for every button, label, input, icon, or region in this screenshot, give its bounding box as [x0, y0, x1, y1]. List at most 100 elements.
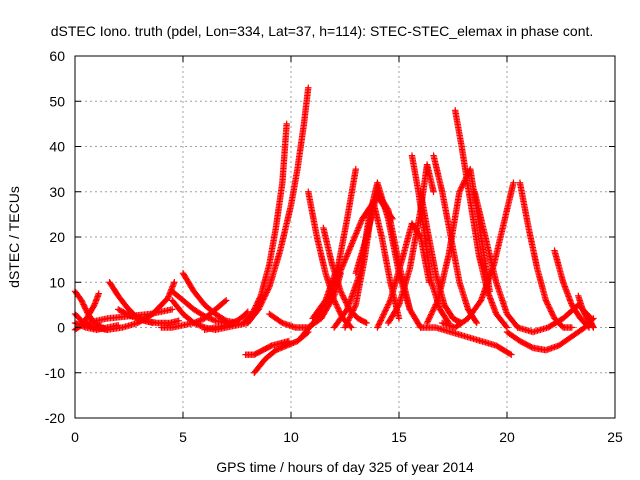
- series-37: [503, 315, 597, 354]
- data-point-marker: [357, 218, 365, 225]
- data-point-marker: [386, 298, 393, 305]
- series-layer: [71, 84, 597, 376]
- data-point-marker: [385, 300, 393, 307]
- grid: [75, 56, 615, 418]
- data-point-marker: [357, 220, 364, 227]
- data-point-marker: [379, 312, 387, 320]
- data-point-marker: [395, 302, 402, 310]
- data-point-marker: [590, 324, 597, 331]
- data-point-marker: [354, 225, 362, 233]
- data-point-marker: [328, 289, 335, 296]
- data-point-marker: [331, 280, 339, 288]
- data-point-marker: [352, 231, 359, 239]
- data-point-marker: [221, 298, 229, 305]
- data-point-marker: [345, 247, 353, 254]
- x-tick-label: 15: [391, 429, 407, 445]
- data-point-marker: [384, 205, 391, 212]
- data-point-marker: [335, 272, 342, 279]
- data-point-marker: [458, 184, 465, 191]
- data-point-marker: [347, 311, 355, 318]
- data-point-marker: [351, 303, 359, 310]
- data-point-marker: [338, 289, 345, 296]
- data-point-marker: [347, 243, 354, 250]
- data-point-marker: [382, 307, 389, 314]
- data-point-marker: [260, 294, 268, 302]
- data-point-marker: [428, 309, 436, 317]
- data-point-marker: [346, 314, 353, 321]
- y-tick-label: -20: [45, 410, 65, 426]
- data-point-marker: [362, 319, 369, 326]
- chart-title: dSTEC Iono. truth (pdel, Lon=334, Lat=37…: [51, 23, 594, 39]
- data-point-marker: [506, 350, 514, 358]
- data-point-marker: [431, 302, 439, 310]
- y-tick-label: 40: [49, 139, 65, 155]
- data-point-marker: [334, 275, 341, 282]
- data-point-marker: [344, 250, 351, 257]
- data-point-marker: [459, 181, 467, 188]
- data-point-marker: [546, 304, 553, 311]
- series-8: [115, 306, 182, 327]
- axis-ticks: 0 5 10 15 20 25 -20 -10 0 10 20 30 40 50 60: [45, 48, 623, 445]
- series-36: [516, 179, 575, 331]
- data-point-marker: [342, 254, 350, 262]
- data-point-marker: [171, 279, 178, 286]
- data-point-marker: [350, 235, 358, 243]
- data-point-marker: [547, 306, 554, 314]
- data-point-marker: [383, 305, 390, 313]
- data-point-marker: [380, 311, 387, 318]
- data-point-marker: [549, 311, 556, 318]
- data-point-marker: [264, 287, 271, 295]
- y-tick-label: 20: [49, 229, 65, 245]
- data-point-marker: [256, 304, 263, 312]
- data-point-marker: [568, 324, 575, 331]
- data-point-marker: [331, 282, 338, 289]
- data-point-marker: [542, 297, 550, 304]
- data-point-marker: [343, 251, 351, 259]
- data-point-marker: [375, 321, 382, 328]
- data-point-marker: [473, 319, 480, 327]
- data-point-marker: [363, 319, 370, 327]
- data-point-marker: [381, 308, 389, 315]
- data-point-marker: [350, 305, 357, 313]
- data-point-marker: [384, 302, 391, 310]
- data-point-marker: [353, 230, 360, 237]
- data-point-marker: [430, 305, 438, 313]
- x-tick-label: 25: [607, 429, 623, 445]
- data-point-marker: [263, 289, 270, 296]
- data-point-marker: [342, 256, 349, 263]
- data-point-marker: [374, 322, 382, 330]
- x-tick-label: 20: [499, 429, 515, 445]
- data-point-marker: [262, 292, 269, 299]
- data-point-marker: [336, 270, 343, 278]
- data-point-marker: [351, 304, 358, 311]
- data-point-marker: [262, 290, 270, 298]
- data-point-marker: [354, 227, 361, 234]
- data-point-marker: [456, 188, 463, 195]
- data-point-marker: [340, 295, 348, 302]
- y-tick-label: 60: [49, 48, 65, 64]
- data-point-marker: [351, 233, 359, 240]
- data-point-marker: [434, 298, 441, 305]
- data-point-marker: [543, 298, 550, 305]
- data-point-marker: [378, 315, 385, 323]
- data-point-marker: [259, 297, 266, 305]
- data-point-marker: [476, 298, 484, 305]
- series-35: [471, 188, 521, 331]
- data-point-marker: [343, 321, 350, 328]
- data-point-marker: [260, 296, 267, 303]
- data-point-marker: [378, 314, 386, 321]
- data-point-marker: [349, 308, 356, 316]
- data-point-marker: [332, 299, 339, 307]
- data-point-marker: [330, 283, 338, 291]
- data-point-marker: [430, 188, 437, 195]
- data-point-marker: [348, 240, 356, 247]
- data-point-marker: [427, 312, 434, 320]
- data-point-marker: [425, 315, 433, 322]
- data-point-marker: [329, 286, 336, 294]
- data-point-marker: [347, 312, 354, 320]
- data-point-marker: [255, 306, 262, 313]
- data-point-marker: [332, 279, 339, 286]
- data-point-marker: [345, 317, 352, 324]
- data-point-marker: [346, 244, 354, 252]
